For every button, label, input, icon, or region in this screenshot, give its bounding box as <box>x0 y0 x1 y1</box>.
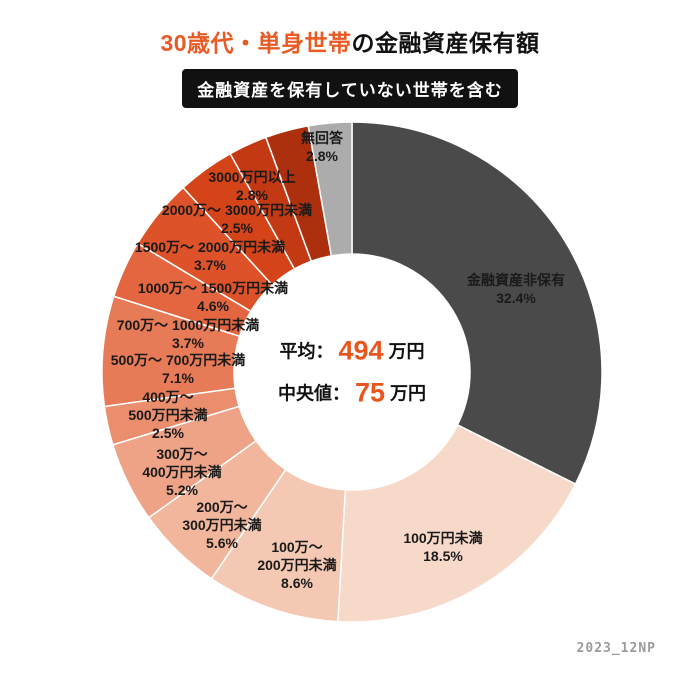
segment-label: 金融資産非保有 32.4% <box>467 272 565 306</box>
average-label: 平均： <box>279 341 334 362</box>
segment-label: 300万〜 400万円未満 5.2% <box>142 446 222 498</box>
average-value: 494 <box>338 335 384 366</box>
segment-label: 2000万〜 3000万円未満 2.5% <box>161 202 313 236</box>
subtitle-badge: 金融資産を保有していない世帯を含む <box>182 69 518 108</box>
watermark-text: 2023_12NP <box>576 641 656 656</box>
segment-label: 500万〜 700万円未満 7.1% <box>110 352 246 386</box>
segment-label: 400万〜 500万円未満 2.5% <box>128 389 208 441</box>
donut-segment <box>337 423 577 623</box>
donut-segment <box>307 121 353 257</box>
segment-label: 1500万〜 2000万円未満 3.7% <box>134 239 286 273</box>
segment-label: 無回答 2.8% <box>301 130 343 164</box>
chart-center-text: 平均： 494 万円 中央値： 75 万円 <box>232 325 472 420</box>
segment-label: 100万〜 200万円未満 8.6% <box>257 539 337 591</box>
segment-label: 200万〜 300万円未満 5.6% <box>182 499 262 551</box>
average-row: 平均： 494 万円 <box>232 336 472 367</box>
segment-label: 1000万〜 1500万円未満 4.6% <box>137 280 289 314</box>
page-title: 30歳代・単身世帯の金融資産保有額 <box>0 24 700 58</box>
donut-segment <box>351 121 603 486</box>
median-value: 75 <box>354 377 386 408</box>
median-label: 中央値： <box>277 383 350 404</box>
segment-label: 100万円未満 18.5% <box>403 530 483 564</box>
median-row: 中央値： 75 万円 <box>232 378 472 409</box>
segment-label: 700万〜 1000万円未満 3.7% <box>116 317 260 351</box>
title-accent: 30歳代・単身世帯 <box>160 30 352 56</box>
title-rest: の金融資産保有額 <box>351 30 540 56</box>
median-unit: 万円 <box>390 383 427 404</box>
segment-label: 3000万円以上 2.8% <box>208 169 296 203</box>
subtitle-wrap: 金融資産を保有していない世帯を含む <box>0 69 700 108</box>
average-unit: 万円 <box>388 341 425 362</box>
